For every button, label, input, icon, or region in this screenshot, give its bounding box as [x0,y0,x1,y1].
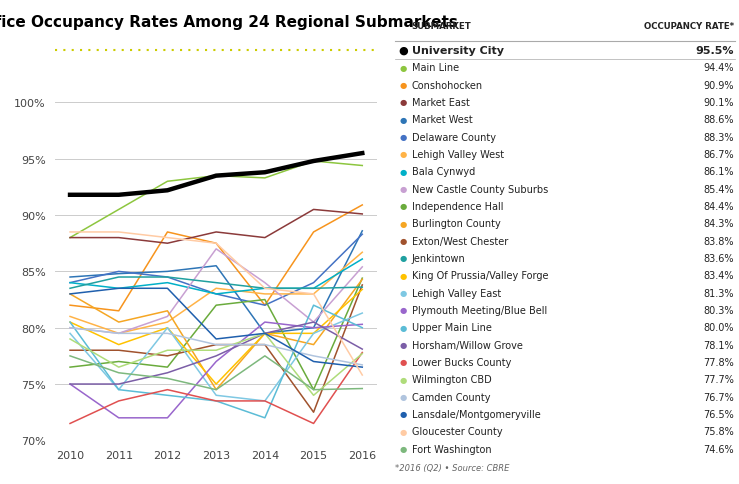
Text: 76.5%: 76.5% [703,409,734,419]
Text: Upper Main Line: Upper Main Line [412,323,491,333]
Text: ●: ● [399,116,406,124]
Text: ●: ● [399,254,406,263]
Text: ●: ● [399,133,406,142]
Text: 78.1%: 78.1% [704,340,734,350]
Text: Main Line: Main Line [412,63,459,73]
Text: Fort Washington: Fort Washington [412,444,491,454]
Text: 80.0%: 80.0% [704,323,734,333]
Text: ●: ● [399,98,406,107]
Text: ●: ● [399,63,406,73]
Text: 74.6%: 74.6% [704,444,734,454]
Text: ●: ● [399,167,406,176]
Text: Conshohocken: Conshohocken [412,80,483,91]
Text: Market West: Market West [412,115,472,125]
Text: 84.3%: 84.3% [704,219,734,229]
Text: ●: ● [399,427,406,436]
Text: Horsham/Willow Grove: Horsham/Willow Grove [412,340,522,350]
Text: Lehigh Valley East: Lehigh Valley East [412,288,501,298]
Text: Lehigh Valley West: Lehigh Valley West [412,150,504,160]
Text: Burlington County: Burlington County [412,219,500,229]
Text: 81.3%: 81.3% [704,288,734,298]
Text: 86.7%: 86.7% [704,150,734,160]
Text: ●: ● [399,288,406,298]
Text: Jenkintown: Jenkintown [412,254,466,263]
Text: 86.1%: 86.1% [704,167,734,177]
Text: Wilmington CBD: Wilmington CBD [412,375,491,384]
Text: Office Occupancy Rates Among 24 Regional Submarkets: Office Occupancy Rates Among 24 Regional… [0,15,457,30]
Text: University City: University City [412,46,503,56]
Text: ●: ● [399,237,406,245]
Text: ●: ● [399,444,406,453]
Text: ●: ● [399,340,406,349]
Text: ●: ● [399,409,406,419]
Text: ●: ● [399,323,406,332]
Text: 77.8%: 77.8% [703,357,734,367]
Text: Independence Hall: Independence Hall [412,201,503,212]
Text: 94.4%: 94.4% [704,63,734,73]
Text: ●: ● [399,185,406,194]
Text: Plymouth Meeting/Blue Bell: Plymouth Meeting/Blue Bell [412,305,547,315]
Text: 75.8%: 75.8% [703,426,734,437]
Text: Bala Cynwyd: Bala Cynwyd [412,167,475,177]
Text: ●: ● [399,271,406,280]
Text: Exton/West Chester: Exton/West Chester [412,236,508,246]
Text: 88.6%: 88.6% [704,115,734,125]
Text: 83.8%: 83.8% [704,236,734,246]
Text: ●: ● [398,46,408,56]
Text: ●: ● [399,202,406,211]
Text: 90.1%: 90.1% [704,98,734,107]
Text: ●: ● [399,81,406,90]
Text: ●: ● [399,306,406,315]
Text: 76.7%: 76.7% [703,392,734,402]
Text: ●: ● [399,375,406,384]
Text: Delaware County: Delaware County [412,132,496,142]
Text: *2016 (Q2) • Source: CBRE: *2016 (Q2) • Source: CBRE [395,463,510,472]
Text: King Of Prussia/Valley Forge: King Of Prussia/Valley Forge [412,271,548,281]
Text: 80.3%: 80.3% [704,305,734,315]
Text: OCCUPANCY RATE*: OCCUPANCY RATE* [644,22,734,31]
Text: ●: ● [399,150,406,159]
Text: 90.9%: 90.9% [704,80,734,91]
Text: Market East: Market East [412,98,469,107]
Text: Lower Bucks County: Lower Bucks County [412,357,511,367]
Text: 77.7%: 77.7% [703,375,734,384]
Text: ●: ● [399,219,406,228]
Text: 84.4%: 84.4% [704,201,734,212]
Text: SUBMARKET: SUBMARKET [412,22,471,31]
Text: Camden County: Camden County [412,392,490,402]
Text: 95.5%: 95.5% [695,46,734,56]
Text: 83.6%: 83.6% [704,254,734,263]
Text: New Castle County Suburbs: New Castle County Suburbs [412,184,548,194]
Text: Lansdale/Montgomeryville: Lansdale/Montgomeryville [412,409,540,419]
Text: 88.3%: 88.3% [704,132,734,142]
Text: ●: ● [399,358,406,367]
Text: 83.4%: 83.4% [704,271,734,281]
Text: Gloucester County: Gloucester County [412,426,503,437]
Text: ●: ● [399,393,406,401]
Text: 85.4%: 85.4% [704,184,734,194]
